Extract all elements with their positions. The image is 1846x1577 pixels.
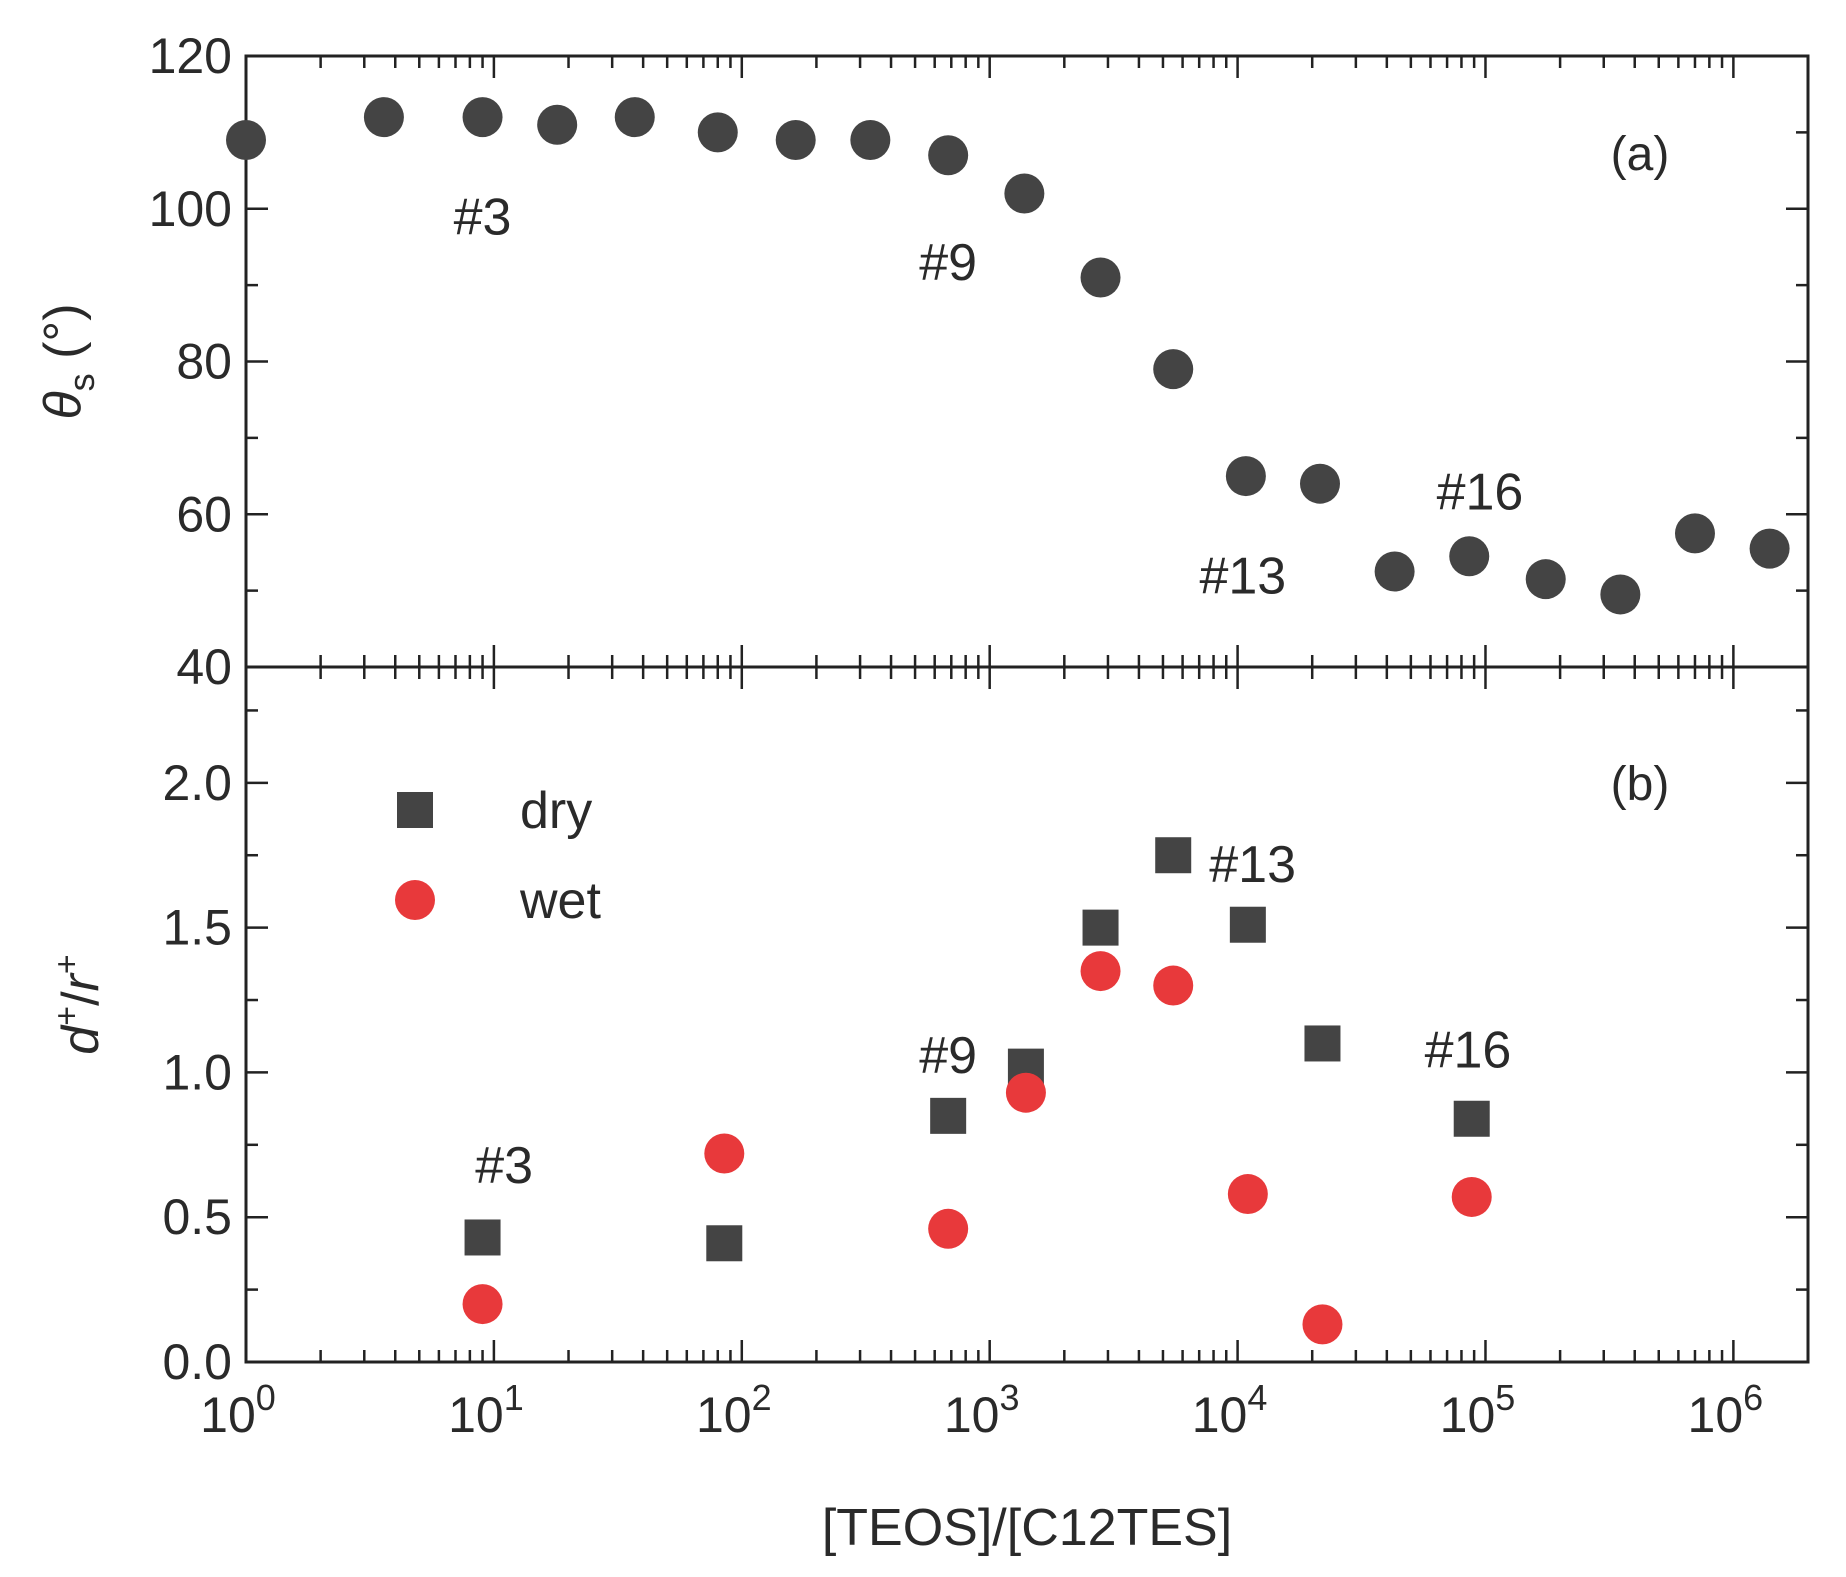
panel-b-wet-point — [1227, 1174, 1268, 1215]
panel-a-annotation: #13 — [1199, 547, 1286, 605]
panel-b-label: (b) — [1611, 758, 1670, 811]
panel-a-data-point — [1525, 559, 1566, 600]
panel-a-frame — [244, 54, 1810, 669]
panel-b-y-axis-label: d+/r+ — [48, 954, 110, 1054]
panel-a-data-point — [1674, 513, 1715, 554]
panel-a-data-point — [462, 97, 503, 138]
panel-a-data-point — [537, 104, 578, 145]
panel-a-data-point — [1299, 463, 1340, 504]
panel-a-data-point — [1374, 551, 1415, 592]
panel-a-data-point — [1004, 173, 1045, 214]
panel-a-data-point — [1600, 574, 1641, 615]
panel-a-annotation: #9 — [919, 234, 977, 292]
panel-b-annotation: #16 — [1425, 1021, 1512, 1079]
panel-b-dry-point — [1229, 906, 1266, 943]
panel-b-dry-point — [1082, 909, 1119, 946]
panel-a-annotation: #16 — [1437, 463, 1524, 521]
panel-a-label: (a) — [1611, 128, 1670, 181]
panel-b-ytick-label: 2.0 — [162, 755, 232, 811]
panel-a-y-axis-label: θs (°) — [34, 303, 102, 419]
panel-a-ytick-label: 60 — [176, 486, 232, 542]
x-tick-label: 100 — [200, 1377, 276, 1443]
panel-b-ytick-label: 0.5 — [162, 1189, 232, 1245]
panel-a: 40 60 80 100 120 θs (°) (a) #3 #9 #16 #13 — [34, 28, 1810, 695]
panel-a-data-point — [775, 120, 816, 161]
panel-b-wet-point — [1153, 965, 1194, 1006]
panel-a-data-point — [1080, 257, 1121, 298]
panel-b-wet-point — [928, 1208, 969, 1249]
shared-x-axis: 100 101 102 103 104 105 106 [TEOS]/[C12TES] — [200, 1377, 1763, 1557]
panel-a-ytick-label: 40 — [176, 639, 232, 695]
panel-b-wet-point — [1451, 1176, 1492, 1217]
panel-a-data-point — [697, 112, 738, 153]
panel-b-dry-point — [706, 1225, 743, 1262]
panel-b-wet-point — [704, 1133, 745, 1174]
panel-b: 0.0 0.5 1.0 1.5 2.0 d+/r+ (b) #3 #9 #13 #16 dry wet — [48, 665, 1810, 1390]
panel-b-ytick-label: 1.0 — [162, 1044, 232, 1100]
panel-a-data-point — [1153, 349, 1194, 390]
x-tick-label: 106 — [1688, 1377, 1764, 1443]
legend-dry-marker — [397, 792, 433, 828]
x-tick-label: 103 — [944, 1377, 1020, 1443]
panel-a-ytick-label: 80 — [176, 334, 232, 390]
x-axis-label: [TEOS]/[C12TES] — [822, 1499, 1232, 1557]
x-tick-label: 104 — [1192, 1377, 1268, 1443]
panel-b-wet-point — [1005, 1072, 1046, 1113]
panel-b-ytick-label: 1.5 — [162, 900, 232, 956]
panel-b-dry-point — [930, 1097, 967, 1134]
x-tick-label: 105 — [1440, 1377, 1516, 1443]
legend-wet-label: wet — [519, 872, 601, 930]
panel-b-dry-point — [1304, 1025, 1341, 1062]
panel-a-ytick-label: 120 — [149, 28, 232, 84]
panel-b-annotation: #9 — [919, 1027, 977, 1085]
panel-b-frame — [244, 665, 1810, 1364]
panel-b-wet-point — [1302, 1304, 1343, 1345]
x-tick-label: 101 — [448, 1377, 524, 1443]
panel-a-data-point — [928, 135, 969, 176]
panel-a-data-point — [1749, 528, 1790, 569]
legend-dry-label: dry — [520, 782, 592, 840]
panel-a-data-point — [363, 97, 404, 138]
panel-a-data-point — [226, 120, 266, 161]
panel-a-ytick-label: 100 — [149, 181, 232, 237]
panel-a-data-point — [850, 120, 891, 161]
panel-b-dry-point — [1453, 1100, 1490, 1137]
panel-a-data-point — [614, 97, 655, 138]
panel-a-data-point — [1225, 456, 1266, 497]
panel-b-annotation: #13 — [1209, 836, 1296, 894]
panel-a-annotation: #3 — [454, 188, 512, 246]
x-tick-label: 102 — [696, 1377, 772, 1443]
panel-b-wet-point — [462, 1284, 503, 1325]
panel-b-dry-point — [1155, 837, 1192, 874]
panel-b-dry-point — [464, 1219, 501, 1256]
panel-b-ytick-label: 0.0 — [162, 1334, 232, 1390]
legend-wet-marker — [395, 880, 435, 920]
panel-b-annotation: #3 — [475, 1137, 533, 1195]
panel-a-data-point — [1449, 536, 1490, 577]
panel-b-wet-point — [1080, 951, 1121, 992]
